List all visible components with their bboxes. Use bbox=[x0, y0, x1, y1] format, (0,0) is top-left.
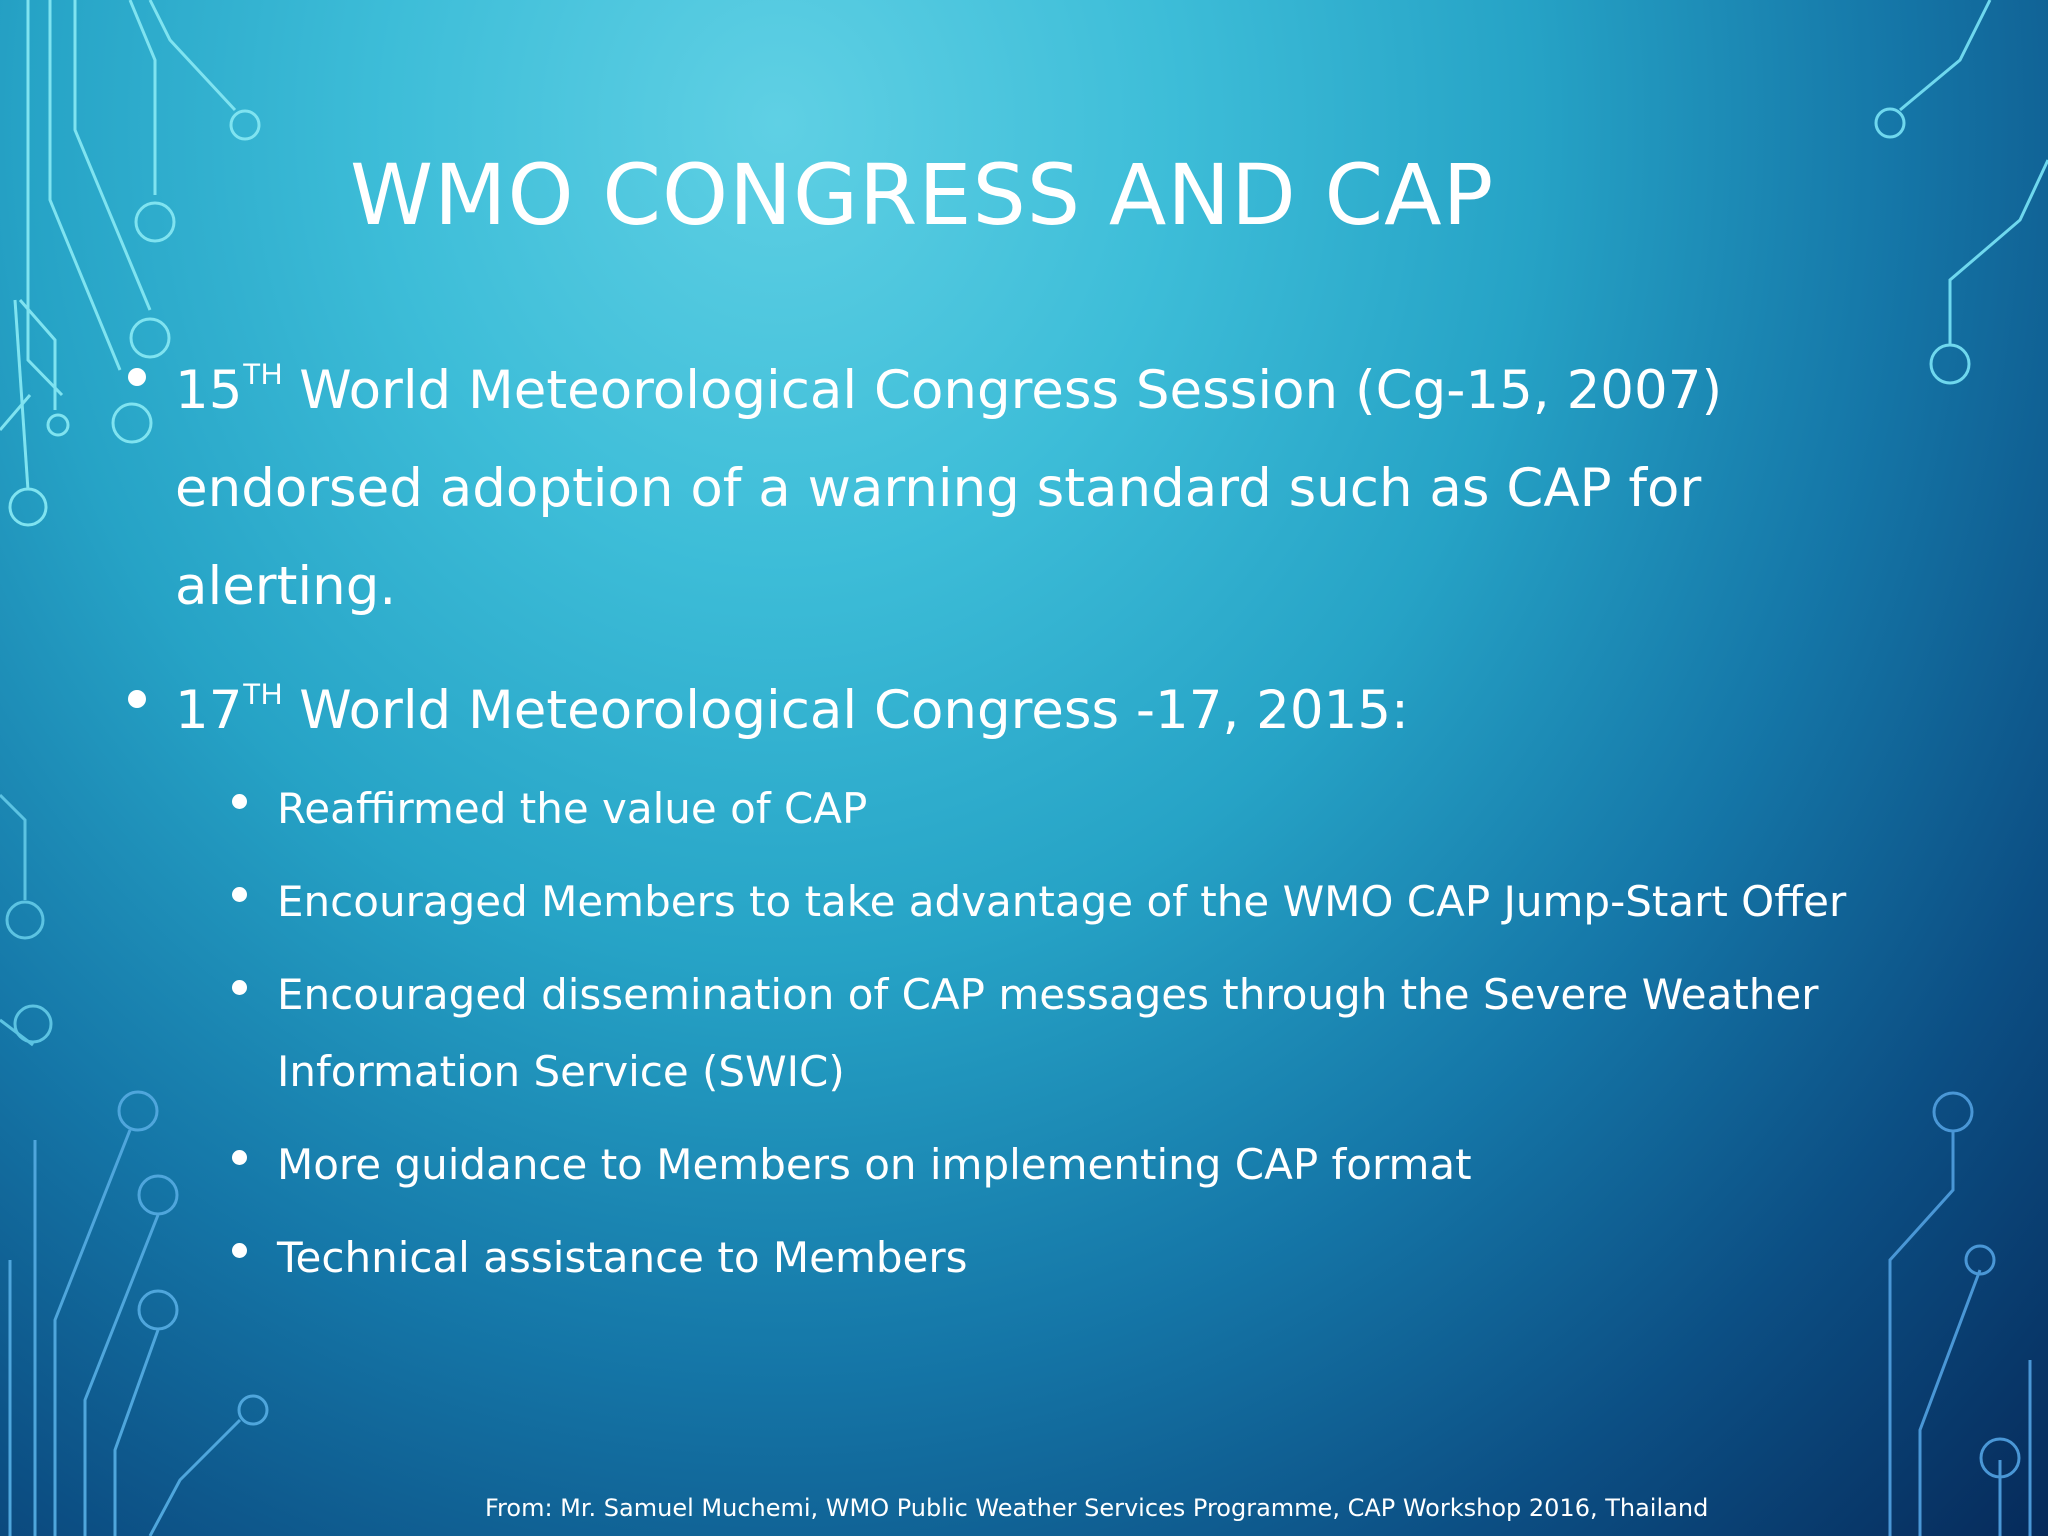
sub-bullet-item: Encouraged dissemination of CAP messages… bbox=[232, 956, 1877, 1110]
sub-bullet-dot bbox=[232, 887, 247, 902]
bullet-cg15-ref: (Cg-15, 2007) bbox=[1354, 360, 1723, 421]
circuit-top-left bbox=[0, 0, 261, 527]
bullet-cg15-line3: alerting. bbox=[175, 556, 397, 617]
bullet-cg17: 17TH World Meteorological Congress -17, … bbox=[175, 660, 1835, 760]
sub-bullet-text: Encouraged Members to take advantage of … bbox=[277, 877, 1847, 926]
bullet-cg15-number: 15 bbox=[175, 360, 243, 421]
sub-bullet-dot bbox=[232, 980, 247, 995]
sub-bullet-item: More guidance to Members on implementing… bbox=[232, 1126, 1877, 1203]
sub-bullet-list: Reaffirmed the value of CAP Encouraged M… bbox=[232, 770, 1877, 1312]
bullet-cg15-heading: World Meteorological Congress Session bbox=[282, 360, 1355, 421]
bullet-dot bbox=[128, 690, 146, 708]
sub-bullet-item: Encouraged Members to take advantage of … bbox=[232, 863, 1877, 940]
sub-bullet-item: Technical assistance to Members bbox=[232, 1219, 1877, 1296]
circuit-bottom-right bbox=[1888, 1091, 2032, 1536]
sub-bullet-dot bbox=[232, 794, 247, 809]
sub-bullet-text: Reaffirmed the value of CAP bbox=[277, 784, 868, 833]
sub-bullet-text: More guidance to Members on implementing… bbox=[277, 1140, 1472, 1189]
sub-bullet-text: Encouraged dissemination of CAP messages… bbox=[277, 970, 1819, 1096]
sub-bullet-item: Reaffirmed the value of CAP bbox=[232, 770, 1877, 847]
bullet-cg15-suffix: TH bbox=[242, 358, 283, 392]
bullet-cg17-suffix: TH bbox=[242, 678, 283, 712]
circuit-left-mid bbox=[0, 793, 53, 1047]
sub-bullet-dot bbox=[232, 1150, 247, 1165]
bullet-cg15-line1: 15TH World Meteorological Congress Sessi… bbox=[175, 340, 1835, 440]
bullet-cg15-line2: endorsed adoption of a warning standard … bbox=[175, 458, 1702, 519]
bullet-cg17-heading: World Meteorological Congress -17, 2015: bbox=[282, 680, 1409, 741]
circuit-bottom-left bbox=[8, 1090, 269, 1536]
bullet-dot bbox=[128, 368, 146, 386]
bullet-cg17-number: 17 bbox=[175, 680, 243, 741]
slide-footer-source: From: Mr. Samuel Muchemi, WMO Public Wea… bbox=[485, 1494, 1709, 1522]
circuit-top-right bbox=[1874, 0, 2048, 385]
slide-title: WMO CONGRESS AND CAP bbox=[350, 146, 1495, 244]
sub-bullet-dot bbox=[232, 1243, 247, 1258]
bullet-cg15: 15TH World Meteorological Congress Sessi… bbox=[175, 340, 1835, 636]
sub-bullet-text: Technical assistance to Members bbox=[277, 1233, 968, 1282]
